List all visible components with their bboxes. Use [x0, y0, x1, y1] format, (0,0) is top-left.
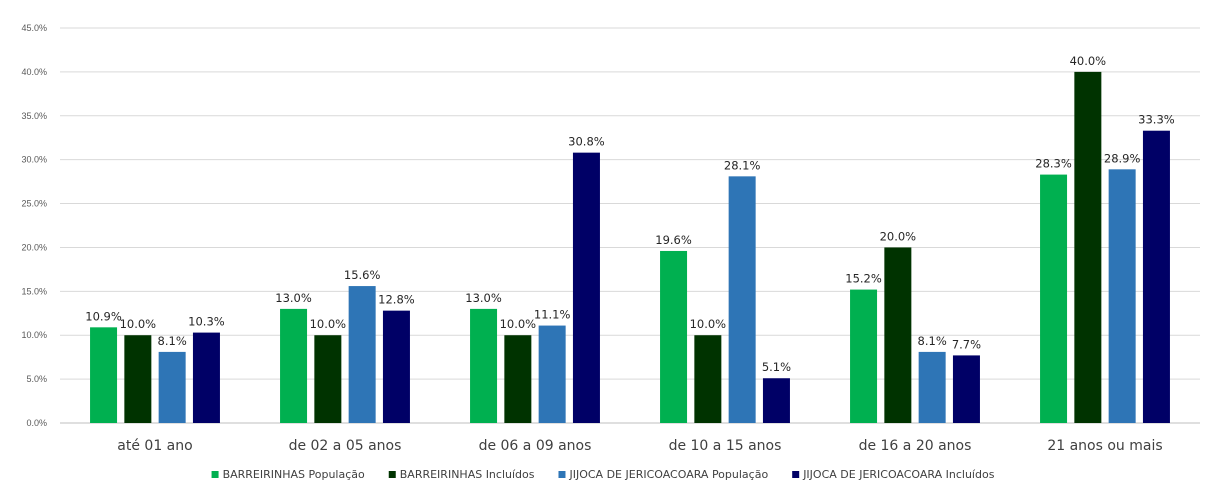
x-category-label: 21 anos ou mais	[1047, 438, 1162, 454]
data-label: 13.0%	[465, 291, 502, 305]
data-label: 40.0%	[1070, 54, 1107, 68]
data-label: 10.0%	[310, 317, 347, 331]
data-label: 30.8%	[568, 135, 605, 149]
data-label: 15.2%	[845, 272, 882, 286]
bar	[538, 325, 566, 423]
data-label: 10.3%	[188, 315, 225, 329]
data-label: 28.9%	[1104, 151, 1141, 165]
legend-swatch	[388, 471, 396, 478]
legend-swatch	[792, 471, 800, 478]
data-label: 8.1%	[918, 334, 947, 348]
data-label: 19.6%	[655, 233, 692, 247]
legend-item: JIJOCA DE JERICOACOARA Incluídos	[792, 468, 995, 481]
y-tick-label: 30.0%	[21, 155, 47, 165]
bar	[192, 332, 220, 423]
legend-item: JIJOCA DE JERICOACOARA População	[558, 468, 768, 481]
bar	[918, 351, 946, 423]
data-label: 20.0%	[880, 229, 917, 243]
gridlines	[60, 27, 1200, 424]
bar	[884, 247, 912, 423]
x-category-label: de 10 a 15 anos	[669, 438, 782, 454]
bar	[762, 378, 790, 423]
data-label: 33.3%	[1138, 113, 1175, 127]
legend-swatch	[211, 471, 219, 478]
data-labels: 10.9%10.0%8.1%10.3%13.0%10.0%15.6%12.8% 1…	[85, 54, 1175, 374]
bar	[158, 351, 186, 423]
legend-item: BARREIRINHAS Incluídos	[388, 468, 535, 481]
bar	[470, 308, 498, 423]
data-label: 28.1%	[724, 158, 761, 172]
bar	[382, 310, 410, 423]
legend-label: BARREIRINHAS Incluídos	[400, 468, 535, 481]
y-tick-label: 25.0%	[21, 199, 47, 209]
bar	[1142, 130, 1170, 423]
y-axis-ticks: 0.0% 5.0% 10.0% 15.0% 20.0% 25.0% 30.0% 35.0% 40…	[21, 23, 47, 428]
bar	[694, 335, 722, 423]
bar	[1108, 169, 1136, 423]
data-label: 15.6%	[344, 268, 381, 282]
legend-label: JIJOCA DE JERICOACOARA Incluídos	[802, 468, 995, 481]
data-label: 13.0%	[275, 291, 312, 305]
x-category-label: de 02 a 05 anos	[289, 438, 402, 454]
legend-label: JIJOCA DE JERICOACOARA População	[568, 468, 768, 481]
data-label: 10.9%	[85, 309, 122, 323]
bar	[1040, 174, 1068, 423]
bar	[1074, 71, 1102, 423]
bar	[952, 355, 980, 423]
data-label: 8.1%	[158, 334, 187, 348]
x-category-label: até 01 ano	[117, 438, 192, 454]
y-tick-label: 35.0%	[21, 111, 47, 121]
data-label: 10.0%	[500, 317, 537, 331]
bar	[124, 335, 152, 423]
data-label: 10.0%	[120, 317, 157, 331]
bar	[504, 335, 532, 423]
bar	[280, 308, 308, 423]
data-label: 28.3%	[1035, 157, 1072, 171]
y-tick-label: 5.0%	[26, 374, 47, 384]
bars	[90, 71, 1170, 423]
data-label: 11.1%	[534, 308, 571, 322]
bar	[572, 152, 600, 423]
bar	[314, 335, 342, 423]
data-label: 10.0%	[690, 317, 727, 331]
data-label: 7.7%	[952, 337, 981, 351]
legend-swatch	[558, 471, 566, 478]
y-tick-label: 0.0%	[26, 418, 47, 428]
legend: BARREIRINHAS População BARREIRINHAS Inclu…	[211, 468, 995, 481]
bar	[348, 286, 376, 423]
bar	[728, 176, 756, 423]
x-category-label: de 16 a 20 anos	[859, 438, 972, 454]
y-tick-label: 20.0%	[21, 242, 47, 252]
data-label: 12.8%	[378, 293, 415, 307]
y-tick-label: 40.0%	[21, 67, 47, 77]
bar	[660, 250, 688, 423]
x-category-label: de 06 a 09 anos	[479, 438, 592, 454]
data-label: 5.1%	[762, 360, 791, 374]
y-tick-label: 15.0%	[21, 286, 47, 296]
y-tick-label: 10.0%	[21, 330, 47, 340]
x-axis-categories: até 01 ano de 02 a 05 anos de 06 a 09 anos…	[117, 438, 1162, 454]
bar	[90, 327, 118, 423]
bar	[850, 289, 878, 423]
y-tick-label: 45.0%	[21, 23, 47, 33]
legend-item: BARREIRINHAS População	[211, 468, 365, 481]
legend-label: BARREIRINHAS População	[223, 468, 365, 481]
